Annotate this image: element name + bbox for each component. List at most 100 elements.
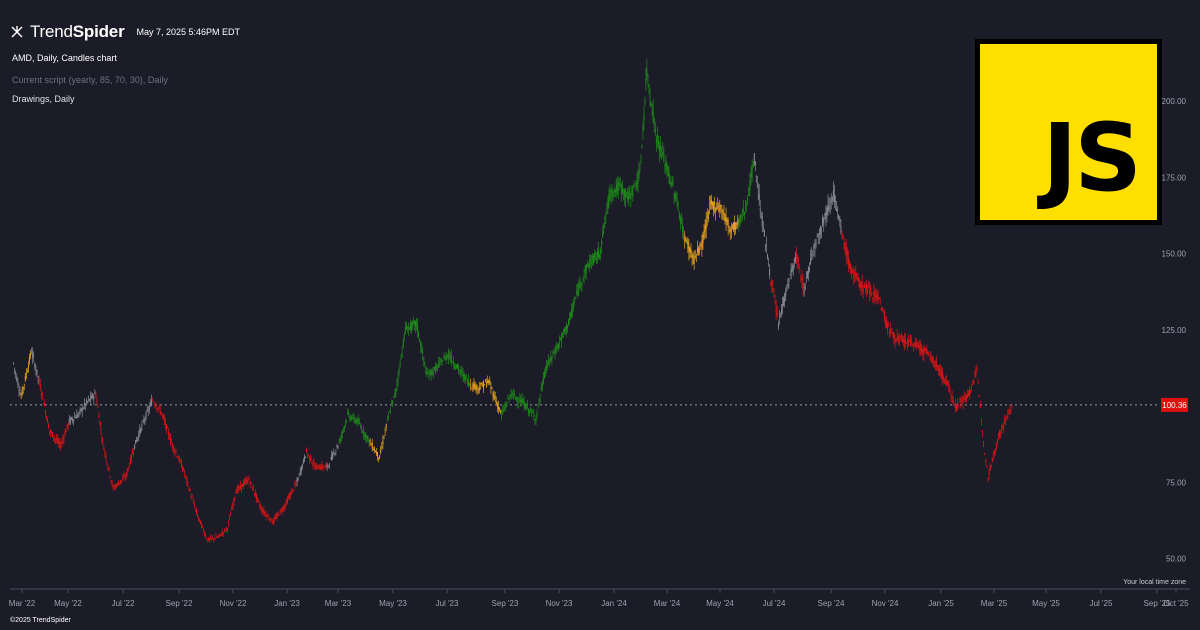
candle-body bbox=[170, 437, 172, 442]
candle-body bbox=[203, 529, 205, 532]
candle-body bbox=[831, 196, 833, 201]
x-tick-label: Jan '24 bbox=[601, 599, 627, 608]
candle-body bbox=[896, 336, 898, 338]
candle-body bbox=[837, 209, 839, 211]
candle-body bbox=[570, 312, 572, 317]
candle-body bbox=[1006, 416, 1008, 418]
candle-body bbox=[998, 431, 1000, 436]
candle-body bbox=[149, 402, 151, 404]
x-tick-label: Nov '23 bbox=[546, 599, 573, 608]
candle-body bbox=[960, 399, 962, 403]
candle-body bbox=[534, 419, 536, 421]
candle-body bbox=[51, 431, 53, 433]
candle-body bbox=[924, 348, 926, 351]
candle-body bbox=[352, 415, 354, 416]
timestamp: May 7, 2025 5:46PM EDT bbox=[136, 27, 241, 37]
candle-body bbox=[846, 251, 848, 256]
candle-body bbox=[52, 432, 54, 438]
candle-body bbox=[68, 418, 70, 423]
candle-body bbox=[140, 427, 142, 433]
candle-body bbox=[339, 437, 341, 442]
candle-body bbox=[25, 373, 27, 375]
candle-body bbox=[990, 465, 992, 467]
symbol-legend[interactable]: AMD, Daily, Candles chart bbox=[12, 53, 117, 63]
candle-body bbox=[918, 347, 920, 349]
candle-body bbox=[524, 403, 526, 409]
javascript-logo-bg: JS bbox=[980, 44, 1157, 220]
candle-body bbox=[554, 352, 556, 354]
candle-body bbox=[139, 429, 141, 434]
candle-body bbox=[207, 539, 209, 542]
candle-body bbox=[851, 270, 853, 273]
candle-body bbox=[664, 163, 666, 167]
y-tick-label: 150.00 bbox=[1162, 250, 1187, 259]
candle-body bbox=[613, 188, 615, 189]
candle-body bbox=[252, 487, 254, 491]
candle-body bbox=[965, 395, 967, 400]
candle-body bbox=[792, 265, 794, 271]
candle-body bbox=[850, 265, 852, 271]
candle-body bbox=[882, 311, 884, 312]
candle-body bbox=[927, 352, 929, 355]
candle-body bbox=[641, 145, 643, 149]
drawings-legend[interactable]: Drawings, Daily bbox=[12, 94, 75, 104]
candle-body bbox=[61, 441, 63, 444]
script-legend[interactable]: Current script (yearly, 85, 70, 30), Dai… bbox=[12, 75, 168, 85]
candle-body bbox=[294, 483, 296, 486]
candle-body bbox=[720, 205, 722, 207]
candle-body bbox=[456, 364, 458, 369]
candle-body bbox=[675, 195, 677, 200]
candle-body bbox=[442, 360, 444, 362]
candle-body bbox=[973, 380, 975, 384]
candle-body bbox=[952, 400, 954, 404]
candle-body bbox=[311, 462, 313, 464]
candle-body bbox=[786, 289, 788, 291]
candle-body bbox=[478, 386, 480, 391]
candle-body bbox=[208, 538, 210, 541]
candle-body bbox=[687, 241, 689, 249]
candle-body bbox=[209, 538, 211, 540]
candle-body bbox=[771, 280, 773, 287]
candle-body bbox=[870, 288, 872, 291]
x-tick-label: Jan '25 bbox=[928, 599, 954, 608]
candle-body bbox=[757, 191, 759, 192]
candle-body bbox=[475, 387, 477, 391]
candle-body bbox=[213, 538, 215, 540]
x-axis: Mar '22 May '22 Jul '22 Sep '22 Nov '22 Jan '… bbox=[9, 589, 1189, 608]
candle-body bbox=[49, 430, 51, 432]
candle-body bbox=[802, 281, 804, 290]
candle-body bbox=[621, 185, 623, 194]
candle-body bbox=[504, 407, 506, 408]
candle-body bbox=[547, 366, 549, 368]
candle-body bbox=[28, 356, 30, 362]
candle-body bbox=[386, 418, 388, 420]
candle-body bbox=[210, 537, 212, 540]
candle-body bbox=[765, 245, 767, 247]
candle-body bbox=[215, 536, 217, 538]
candle-body bbox=[673, 194, 675, 198]
candle-body bbox=[118, 483, 120, 486]
candle-body bbox=[399, 363, 401, 368]
candle-body bbox=[87, 401, 89, 403]
candle-body bbox=[812, 253, 814, 254]
candle-body bbox=[683, 234, 685, 237]
candle-body bbox=[825, 211, 827, 220]
candle-body bbox=[341, 430, 343, 434]
candle-body bbox=[991, 457, 993, 461]
candle-body bbox=[222, 532, 224, 534]
candle-body bbox=[969, 389, 971, 395]
candle-body bbox=[857, 276, 859, 281]
candle-body bbox=[408, 326, 410, 328]
candle-body bbox=[894, 341, 896, 342]
candle-body bbox=[401, 352, 403, 354]
candle-body bbox=[357, 420, 359, 424]
candle-body bbox=[368, 439, 370, 444]
candle-body bbox=[255, 494, 257, 499]
x-tick-label: Nov '22 bbox=[220, 599, 247, 608]
timezone-label[interactable]: Your local time zone bbox=[1123, 579, 1186, 586]
candle-body bbox=[58, 441, 60, 443]
candle-body bbox=[691, 254, 693, 258]
candle-body bbox=[764, 245, 766, 246]
candle-body bbox=[326, 464, 328, 468]
